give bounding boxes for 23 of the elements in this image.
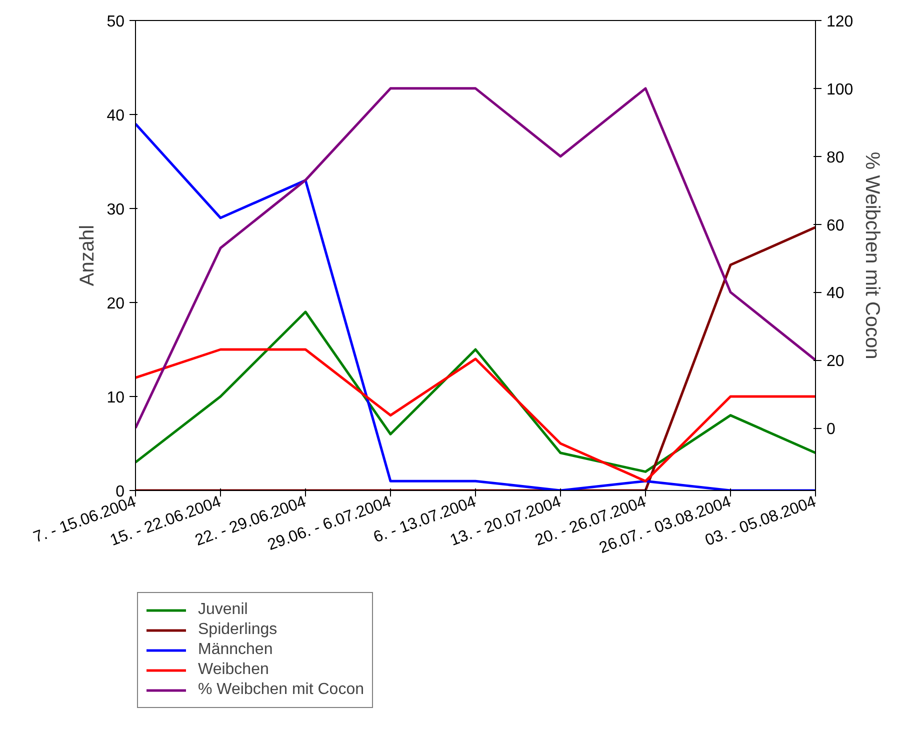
y-tick-label: 0: [116, 484, 125, 500]
line-series: [136, 87, 816, 430]
legend-label: Juvenil: [198, 601, 248, 619]
y-axis-title: Anzahl: [76, 224, 99, 286]
y-tick-label: 40: [106, 108, 125, 124]
y2-tick-label: 40: [826, 285, 844, 302]
y2-tick-label: 80: [826, 149, 844, 166]
y2-axis-title: % Weibchen mit Cocon: [861, 152, 884, 360]
y-tick-label: 30: [106, 202, 125, 218]
y2-tick-label: 100: [826, 81, 854, 98]
line-series: [136, 348, 816, 482]
y2-tick-label: 20: [826, 353, 844, 370]
y2-tick-label: 60: [826, 217, 844, 234]
y2-tick-label: 120: [826, 14, 854, 30]
y-tick-label: 50: [106, 14, 125, 30]
line-series: [136, 310, 816, 473]
y-tick-label: 20: [106, 296, 125, 312]
y2-tick-label: 0: [826, 421, 836, 438]
legend-label: Weibchen: [198, 661, 269, 679]
y-tick-label: 10: [106, 390, 125, 406]
legend-label: Männchen: [198, 641, 273, 659]
legend-label: % Weibchen mit Cocon: [198, 681, 364, 699]
legend-label: Spiderlings: [198, 621, 278, 639]
